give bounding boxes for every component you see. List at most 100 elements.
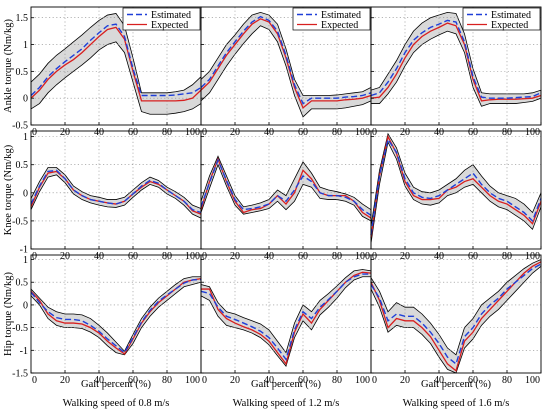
estimated-line-r0c0 [30,23,202,97]
xtick-label-r0c2-0: 0 [372,127,377,138]
xtick-label-r2c1-0: 0 [202,375,207,386]
ytick-label-r1-2: 0 [23,188,28,199]
ytick-label-r1-3: 0.5 [16,160,29,171]
grid-layer [31,7,541,373]
xtick-label-r2c2-5: 100 [525,375,540,386]
speed-caption-col-0: Walking speed of 0.8 m/s [63,398,170,409]
ylabel-row-1: Knee torque (Nm/kg) [3,144,14,235]
xtick-label-r2c1-1: 20 [230,375,240,386]
legend-label-estimated-c2: Estimated [491,10,531,21]
xtick-label-r1c1-4: 80 [332,251,342,262]
xtick-label-r1c2-2: 40 [434,251,444,262]
xtick-label-r2c2-2: 40 [434,375,444,386]
panel-frame-r0c2 [370,6,542,126]
estimated-line-r0c2 [370,19,542,99]
xtick-label-r0c1-4: 80 [332,127,342,138]
expected-line-r0c0 [30,26,202,102]
xtick-label-r0c0-2: 40 [94,127,104,138]
xtick-label-r1c1-3: 60 [298,251,308,262]
estimated-line-r2c1 [200,273,371,361]
std-band-r2c2 [370,258,542,374]
xtick-label-r0c2-2: 40 [434,127,444,138]
xtick-label-r2c2-4: 80 [502,375,512,386]
legend-layer: EstimatedExpectedEstimatedExpectedEstima… [122,7,541,31]
estimated-line-r0c1 [200,15,372,105]
xtick-label-r2c1-4: 80 [332,375,342,386]
estimated-line-r1c0 [30,169,202,214]
xtick-label-r0c1-1: 20 [230,127,240,138]
ytick-label-r2-5: 1 [23,255,28,266]
panel-frame-r2c2 [370,254,542,374]
xtick-label-r1c2-0: 0 [372,251,377,262]
xlabel-col-0: Gait percent (%) [81,379,151,390]
estimated-line-r1c2 [370,137,542,236]
xtick-label-r0c0-0: 0 [32,127,37,138]
xtick-label-r2c2-1: 20 [400,375,410,386]
ytick-label-r0-1: 0 [23,94,28,105]
ytick-label-r0-0: -0.5 [12,121,28,132]
xtick-label-r1c0-1: 20 [60,251,70,262]
xtick-label-r2c1-2: 40 [264,375,274,386]
xtick-label-r2c0-1: 20 [60,375,70,386]
xtick-label-r2c0-4: 80 [162,375,172,386]
frame-layer [30,6,542,374]
estimated-line-r2c2 [370,263,542,366]
xtick-label-r1c1-0: 0 [202,251,207,262]
panel-frame-r1c0 [30,130,202,250]
legend-label-estimated-c0: Estimated [151,10,191,21]
ytick-label-r2-0: -1.5 [12,369,28,380]
xtick-label-r1c1-2: 40 [264,251,274,262]
ytick-label-r2-2: -0.5 [12,323,28,334]
xtick-label-r0c0-3: 60 [128,127,138,138]
legend-label-expected-c1: Expected [321,20,358,31]
ytick-label-r2-3: 0 [23,300,28,311]
xtick-label-r0c0-4: 80 [162,127,172,138]
xtick-label-r1c0-5: 100 [185,251,200,262]
ylabel-row-0: Ankle torque (Nm/kg) [3,19,14,113]
speed-caption-col-1: Walking speed of 1.2 m/s [233,398,340,409]
xlabel-col-2: Gait percent (%) [421,379,491,390]
xtick-label-r0c1-3: 60 [298,127,308,138]
xtick-label-r2c1-3: 60 [298,375,308,386]
ytick-label-r2-1: -1 [20,346,28,357]
series-layer [30,15,542,372]
std-band-r1c1 [200,155,372,222]
legend-label-expected-c2: Expected [491,20,528,31]
xtick-label-r2c0-0: 0 [32,375,37,386]
xtick-label-r2c0-3: 60 [128,375,138,386]
estimated-line-r1c1 [200,158,372,216]
xtick-label-r2c0-2: 40 [94,375,104,386]
estimated-line-r2c0 [30,278,202,354]
xtick-label-r1c0-2: 40 [94,251,104,262]
xtick-label-r0c2-5: 100 [525,127,540,138]
ylabel-row-2: Hip torque (Nm/kg) [3,272,14,356]
ytick-label-r0-3: 1 [23,40,28,51]
xtick-label-r1c1-5: 100 [355,251,370,262]
speed-caption-col-2: Walking speed of 1.6 m/s [403,398,510,409]
ytick-label-r2-4: 0.5 [16,278,29,289]
panel-frame-r1c2 [370,130,542,250]
xtick-label-r1c2-5: 100 [525,251,540,262]
expected-line-r0c1 [200,18,372,109]
xtick-label-r1c0-4: 80 [162,251,172,262]
xtick-label-r1c2-3: 60 [468,251,478,262]
xtick-label-r0c2-4: 80 [502,127,512,138]
text-layer: 0 20 40 60 80 100-0.500.511.50 20 40 60 80 100 0 20 4… [3,13,540,409]
legend-label-expected-c0: Expected [151,20,188,31]
legend-label-estimated-c1: Estimated [321,10,361,21]
xtick-label-r2c1-5: 100 [355,375,370,386]
xtick-label-r0c1-0: 0 [202,127,207,138]
expected-line-r1c1 [200,157,372,219]
xtick-label-r1c0-3: 60 [128,251,138,262]
panel-frame-r1c1 [200,130,372,250]
xtick-label-r0c2-1: 20 [400,127,410,138]
xtick-label-r1c1-1: 20 [230,251,240,262]
xtick-label-r2c2-0: 0 [372,375,377,386]
expected-line-r0c2 [370,22,542,102]
ytick-label-r0-2: 0.5 [16,67,29,78]
xtick-label-r0c2-3: 60 [468,127,478,138]
xtick-label-r0c1-5: 100 [355,127,370,138]
xtick-label-r2c2-3: 60 [468,375,478,386]
xtick-label-r1c2-1: 20 [400,251,410,262]
